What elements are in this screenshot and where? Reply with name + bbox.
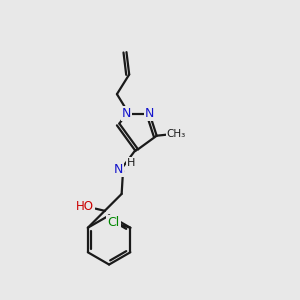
Text: Cl: Cl — [107, 216, 120, 229]
Text: H: H — [127, 158, 135, 167]
Text: N: N — [122, 107, 131, 120]
Text: CH₃: CH₃ — [167, 129, 186, 140]
Text: N: N — [145, 107, 154, 120]
Text: N: N — [113, 163, 123, 176]
Text: HO: HO — [76, 200, 94, 213]
